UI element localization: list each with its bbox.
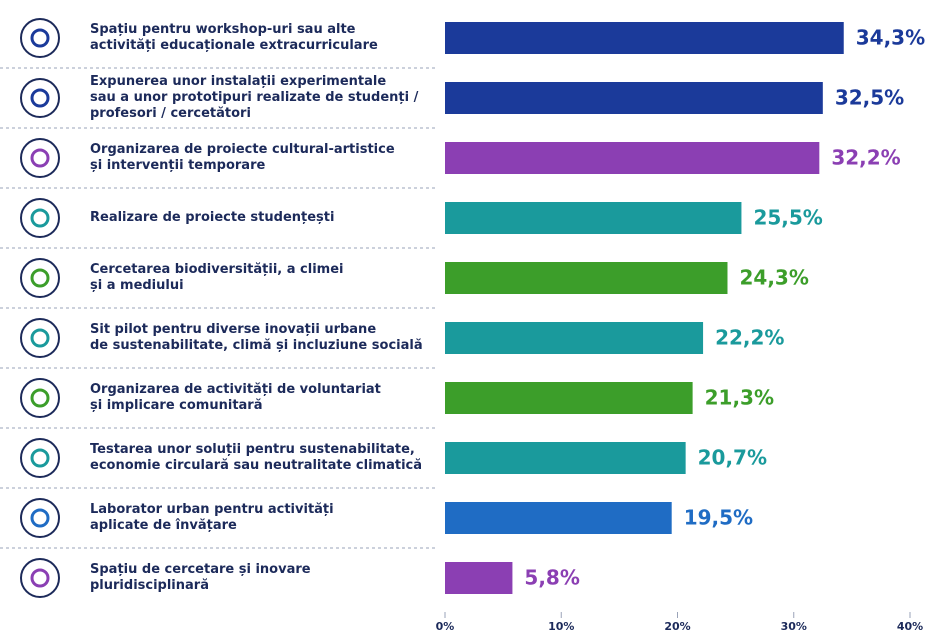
- value-label: 25,5%: [753, 206, 822, 230]
- bar: [445, 82, 823, 114]
- value-label: 22,2%: [715, 326, 784, 350]
- icon: [21, 559, 59, 597]
- bar: [445, 502, 672, 534]
- category-label: Sit pilot pentru diverse inovații urbane…: [90, 308, 435, 368]
- bar: [445, 262, 727, 294]
- icon: [21, 379, 59, 417]
- bar: [445, 142, 819, 174]
- icon: [21, 19, 59, 57]
- value-label: 5,8%: [524, 566, 579, 590]
- value-label: 21,3%: [705, 386, 774, 410]
- value-label: 32,5%: [835, 86, 904, 110]
- value-label: 34,3%: [856, 26, 925, 50]
- value-label: 32,2%: [831, 146, 900, 170]
- category-label: Testarea unor soluții pentru sustenabili…: [90, 428, 435, 488]
- icon: [21, 439, 59, 477]
- icon: [21, 499, 59, 537]
- bar: [445, 202, 741, 234]
- value-label: 20,7%: [698, 446, 767, 470]
- value-label: 19,5%: [684, 506, 753, 530]
- category-label: Realizare de proiecte studențești: [90, 188, 435, 248]
- icon: [21, 259, 59, 297]
- x-tick-label: 20%: [664, 620, 690, 633]
- category-label: Laborator urban pentru activități aplica…: [90, 488, 435, 548]
- icon: [21, 199, 59, 237]
- x-tick-label: 10%: [548, 620, 574, 633]
- icon: [21, 139, 59, 177]
- x-tick-label: 0%: [436, 620, 455, 633]
- category-label: Cercetarea biodiversității, a climei și …: [90, 248, 435, 308]
- category-label: Spațiu pentru workshop-uri sau alte acti…: [90, 8, 435, 68]
- icon: [21, 319, 59, 357]
- category-label: Spațiu de cercetare și inovare pluridisc…: [90, 548, 435, 608]
- icon: [21, 79, 59, 117]
- value-label: 24,3%: [739, 266, 808, 290]
- bar: [445, 22, 844, 54]
- category-label: Organizarea de activități de voluntariat…: [90, 368, 435, 428]
- page: 34,3% 32,5% 32,2% 25,5% 24,3% 22,2% 21,3% 20,7%…: [0, 0, 932, 636]
- bar: [445, 382, 693, 414]
- bar: [445, 562, 512, 594]
- x-tick-label: 30%: [781, 620, 807, 633]
- category-label: Expunerea unor instalații experimentale …: [90, 68, 435, 128]
- category-label: Organizarea de proiecte cultural-artisti…: [90, 128, 435, 188]
- bar: [445, 442, 686, 474]
- bar: [445, 322, 703, 354]
- x-tick-label: 40%: [897, 620, 923, 633]
